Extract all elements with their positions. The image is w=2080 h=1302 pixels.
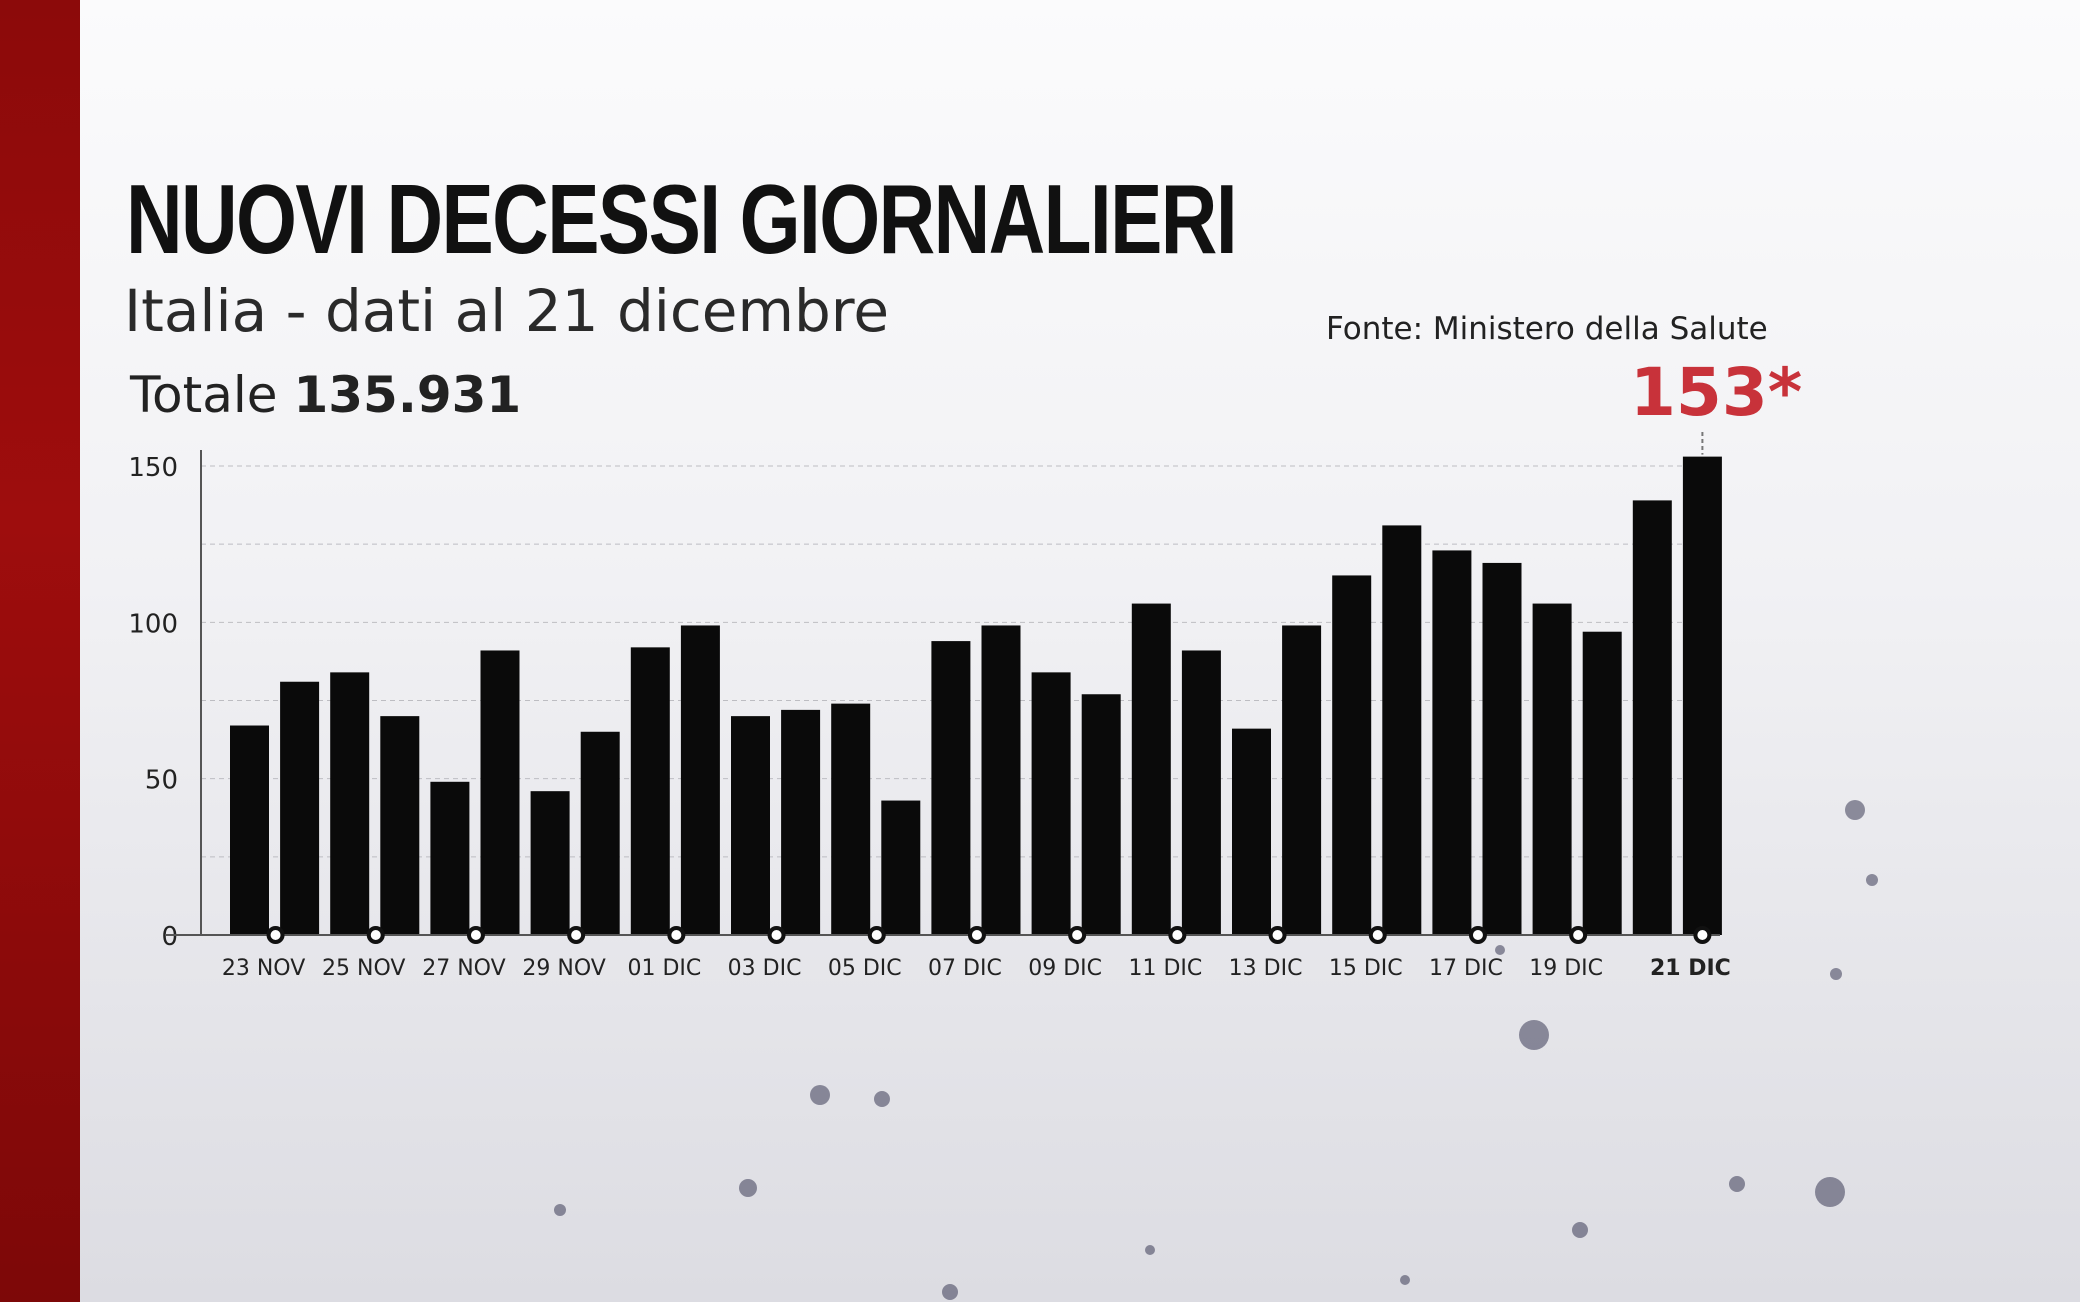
bar (981, 625, 1021, 935)
bar (280, 681, 320, 935)
background-dot (1866, 874, 1878, 886)
bar (731, 716, 770, 935)
y-tick-label: 150 (128, 453, 178, 483)
bar (630, 647, 670, 935)
x-tick-label: 15 DIC (1329, 956, 1403, 981)
x-tick-label: 13 DIC (1229, 956, 1303, 981)
x-tick-marker (967, 926, 986, 944)
background-dot (1495, 945, 1505, 955)
y-tick-label: 0 (161, 922, 178, 952)
chart-title: NUOVI DECESSI GIORNALIERI (126, 164, 1238, 274)
x-tick-label: 07 DIC (928, 956, 1002, 981)
bar (1482, 562, 1522, 935)
x-tick-label: 23 NOV (222, 956, 305, 981)
bar (530, 791, 570, 935)
bar (1131, 603, 1171, 935)
background-dot (554, 1204, 566, 1216)
bar (1682, 456, 1722, 935)
background-dot (1572, 1222, 1588, 1238)
background-dot (874, 1091, 890, 1107)
x-tick-marker (1368, 926, 1387, 944)
x-tick-marker (266, 926, 285, 944)
x-tick-label: 05 DIC (828, 956, 902, 981)
x-tick-label: 09 DIC (1028, 956, 1102, 981)
highlight-value: 153* (1630, 354, 1803, 431)
background-dot (1145, 1245, 1155, 1255)
bar (380, 716, 420, 935)
bar (781, 709, 821, 935)
x-tick-marker (567, 926, 586, 944)
total-label: Totale (130, 366, 278, 424)
x-tick-marker (1068, 926, 1087, 944)
bar (430, 781, 470, 935)
red-side-bar (0, 0, 80, 1302)
bar (1382, 525, 1422, 935)
x-tick-marker (466, 926, 485, 944)
total-value: 135.931 (293, 366, 522, 424)
total-line: Totale 135.931 (130, 370, 521, 420)
background-dot (1815, 1177, 1845, 1207)
bar (1632, 500, 1672, 935)
bar (881, 800, 921, 935)
x-tick-marker (366, 926, 385, 944)
x-tick-marker (1569, 926, 1588, 944)
bar (1432, 550, 1472, 935)
bar (1181, 650, 1221, 935)
x-tick-label: 29 NOV (522, 956, 605, 981)
source-note: Fonte: Ministero della Salute (1326, 311, 1768, 347)
x-tick-label: 19 DIC (1529, 956, 1603, 981)
x-tick-marker (1468, 926, 1487, 944)
background-dot (1729, 1176, 1745, 1192)
background-dot (942, 1284, 958, 1300)
x-tick-label: 25 NOV (322, 956, 405, 981)
background-dot (810, 1085, 830, 1105)
x-tick-label: 21 DIC (1650, 956, 1731, 981)
bar (1232, 728, 1271, 935)
background-dot (1830, 968, 1842, 980)
x-tick-label: 27 NOV (422, 956, 505, 981)
bar (680, 625, 720, 935)
bar (1031, 672, 1071, 935)
bar (580, 731, 620, 935)
x-tick-label: 17 DIC (1429, 956, 1503, 981)
x-tick-marker (1168, 926, 1187, 944)
x-tick-marker (1268, 926, 1287, 944)
bar (1282, 625, 1322, 935)
bar (1081, 694, 1121, 935)
background-dot (1519, 1020, 1549, 1050)
x-tick-marker (867, 926, 886, 944)
bar (480, 650, 520, 935)
bar (330, 672, 370, 935)
bar (1582, 631, 1622, 935)
background-dot (1845, 800, 1865, 820)
x-tick-label: 11 DIC (1128, 956, 1202, 981)
bar (831, 703, 871, 935)
x-tick-marker (667, 926, 686, 944)
background-dot (739, 1179, 757, 1197)
bar (931, 641, 971, 935)
x-tick-marker (767, 926, 786, 944)
bar (230, 725, 269, 935)
bar (1532, 603, 1572, 935)
bar (1332, 575, 1372, 935)
x-tick-marker (1693, 926, 1712, 944)
y-tick-label: 50 (145, 766, 178, 796)
y-tick-label: 100 (128, 609, 178, 639)
background-dot (1400, 1275, 1410, 1285)
chart-subtitle: Italia - dati al 21 dicembre (124, 277, 890, 345)
x-tick-label: 01 DIC (627, 956, 701, 981)
x-tick-label: 03 DIC (728, 956, 802, 981)
